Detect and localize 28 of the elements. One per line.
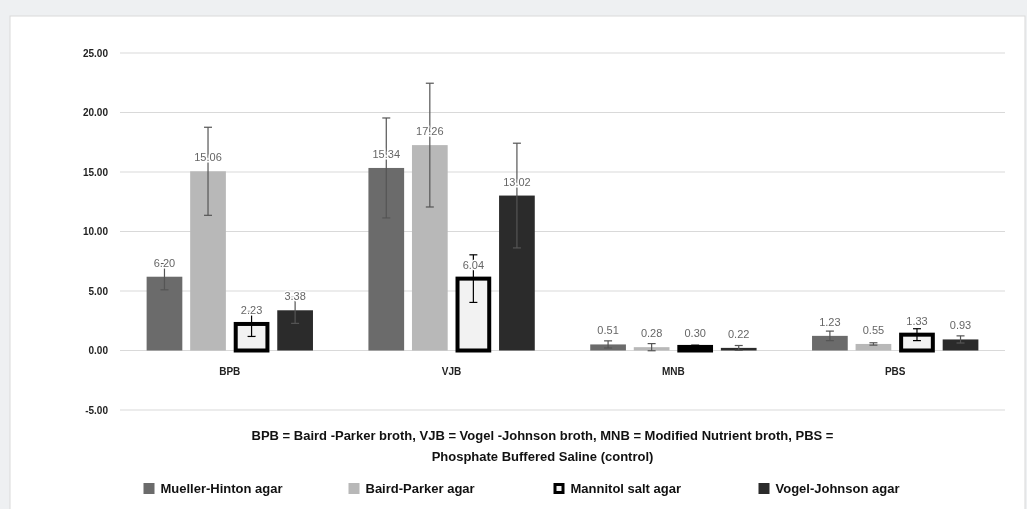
x-tick-label: MNB xyxy=(662,365,685,377)
legend-label: Mueller-Hinton agar xyxy=(160,480,283,496)
data-label: 1.33 xyxy=(906,314,928,327)
text: BPB = Baird -Parker broth, VJB = Vogel -Johnson broth, MNB = Modified Nutrient broth, PBS = xyxy=(251,428,834,443)
y-tick-label: 25.00 xyxy=(82,47,109,59)
y-tick-label: 10.00 xyxy=(82,226,109,237)
data-label: 0.22 xyxy=(728,327,750,340)
data-label: 0.55 xyxy=(862,323,885,336)
legend-label: Vogel-Johnson agar xyxy=(775,480,900,496)
x-tick-label: VJB xyxy=(441,365,462,377)
data-label: 2.23 xyxy=(240,303,263,316)
data-label: 0.28 xyxy=(640,327,663,340)
y-tick-label: 5.00 xyxy=(88,285,109,297)
legend-label: Baird-Parker agar xyxy=(365,480,475,496)
y-tick-label: -5.00 xyxy=(85,404,109,416)
y-tick-label: 0.00 xyxy=(88,345,109,356)
legend-label: Mannitol salt agar xyxy=(570,480,682,496)
x-tick-label: BPB xyxy=(219,365,241,377)
data-label: 0.30 xyxy=(684,326,706,339)
y-tick-label: 20.00 xyxy=(82,107,109,118)
x-tick-label: PBS xyxy=(884,365,906,377)
data-label: 0.93 xyxy=(949,319,972,332)
data-label: 0.51 xyxy=(597,324,619,337)
y-tick-label: 15.00 xyxy=(82,166,109,178)
data-label: 6.20 xyxy=(153,256,176,269)
text: Phosphate Buffered Saline (control) xyxy=(431,449,654,464)
data-label: 1.23 xyxy=(819,315,841,328)
data-label: 3.38 xyxy=(284,290,306,303)
